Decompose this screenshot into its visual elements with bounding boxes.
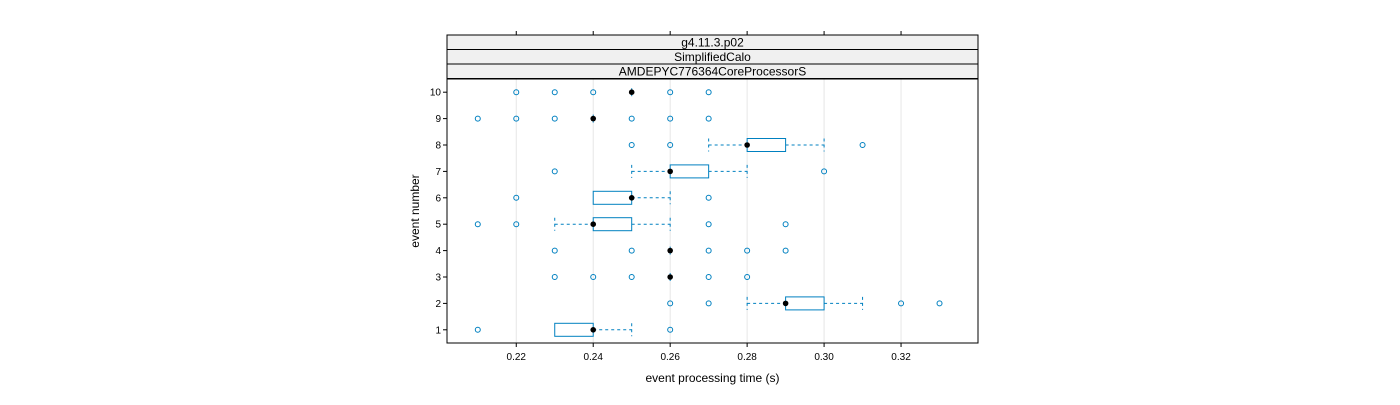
x-axis-title: event processing time (s) <box>645 371 779 385</box>
outlier-point <box>705 247 712 254</box>
outlier-point <box>859 142 866 148</box>
outlier-point <box>667 300 674 307</box>
outlier-point <box>474 326 481 333</box>
outlier-point <box>513 221 520 228</box>
median-point <box>782 300 789 307</box>
box-group-event-10 <box>513 88 712 97</box>
strip-label: SimplifiedCalo <box>674 50 751 64</box>
outlier-point <box>667 115 674 122</box>
x-tick-label: 0.32 <box>891 352 911 363</box>
box-group-event-7 <box>551 164 828 179</box>
y-axis-title: event number <box>408 174 422 247</box>
axes: 0.22 0.24 0.26 0.28 0.30 0.32 1 2 3 4 5 6 7 8 9 10 <box>430 31 979 363</box>
y-tick-label: 6 <box>435 193 441 204</box>
box-iqr <box>785 296 825 311</box>
box-iqr <box>554 322 594 337</box>
boxes-layer <box>474 88 943 337</box>
outlier-point <box>551 168 558 175</box>
median-point <box>628 195 635 201</box>
grid-layer <box>515 79 902 343</box>
outlier-point <box>705 89 712 96</box>
box-group-event-8 <box>628 138 866 152</box>
box-group-event-6 <box>513 190 712 205</box>
panel-border <box>446 78 979 344</box>
y-tick-label: 3 <box>435 273 441 284</box>
outlier-point <box>551 115 558 122</box>
median-point <box>667 168 673 175</box>
median-point <box>667 247 673 254</box>
outlier-point <box>474 115 481 122</box>
outlier-point <box>744 274 751 280</box>
outlier-point <box>628 274 635 280</box>
box-iqr <box>669 164 710 179</box>
outlier-point <box>667 89 674 96</box>
outlier-point <box>667 326 674 333</box>
y-tick-label: 7 <box>435 167 441 178</box>
x-tick-label: 0.24 <box>583 352 603 363</box>
outlier-point <box>782 221 789 228</box>
x-tick-label: 0.28 <box>737 352 757 363</box>
x-tick-label: 0.22 <box>507 352 527 363</box>
outlier-point <box>628 115 635 122</box>
box-group-event-5 <box>474 217 789 232</box>
outlier-point <box>705 274 712 280</box>
outlier-point <box>705 300 712 307</box>
median-point <box>590 115 597 122</box>
outlier-point <box>821 168 828 175</box>
box-group-event-3 <box>551 273 751 281</box>
outlier-point <box>513 115 520 122</box>
y-tick-label: 9 <box>435 114 441 125</box>
median-point <box>590 221 597 227</box>
y-tick-label: 5 <box>435 220 441 231</box>
y-tick-label: 4 <box>435 246 441 257</box>
box-iqr <box>592 190 633 205</box>
outlier-point <box>513 89 520 96</box>
outlier-point <box>744 247 751 254</box>
outlier-point <box>936 300 943 307</box>
y-tick-label: 10 <box>430 88 442 99</box>
outlier-point <box>705 221 712 228</box>
x-tick-label: 0.26 <box>660 352 680 363</box>
outlier-point <box>705 115 712 122</box>
box-group-event-9 <box>474 114 712 123</box>
box-iqr <box>746 138 787 152</box>
outlier-point <box>551 274 558 280</box>
box-iqr <box>592 217 633 232</box>
outlier-point <box>590 89 597 96</box>
strip-label: g4.11.3.p02 <box>681 36 744 50</box>
outlier-point <box>513 194 520 201</box>
box-group-event-4 <box>551 246 789 255</box>
outlier-point <box>705 194 712 201</box>
outlier-point <box>898 300 905 307</box>
x-tick-label: 0.30 <box>814 352 834 363</box>
outlier-point <box>782 247 789 254</box>
median-point <box>590 327 597 333</box>
outlier-point <box>590 274 597 280</box>
median-point <box>667 274 673 280</box>
strip-label: AMDEPYC776364CoreProcessorS <box>619 65 806 79</box>
outlier-point <box>667 142 674 148</box>
y-tick-label: 2 <box>435 299 441 310</box>
box-group-event-1 <box>474 322 674 337</box>
outlier-point <box>474 221 481 228</box>
y-tick-label: 8 <box>435 141 441 152</box>
outlier-point <box>551 247 558 254</box>
outlier-point <box>628 142 635 148</box>
y-tick-label: 1 <box>435 325 441 336</box>
strip-header: g4.11.3.p02SimplifiedCaloAMDEPYC776364Co… <box>446 34 979 79</box>
outlier-point <box>628 247 635 254</box>
box-group-event-2 <box>667 296 943 311</box>
median-point <box>628 89 635 95</box>
outlier-point <box>551 89 558 96</box>
median-point <box>744 142 750 148</box>
